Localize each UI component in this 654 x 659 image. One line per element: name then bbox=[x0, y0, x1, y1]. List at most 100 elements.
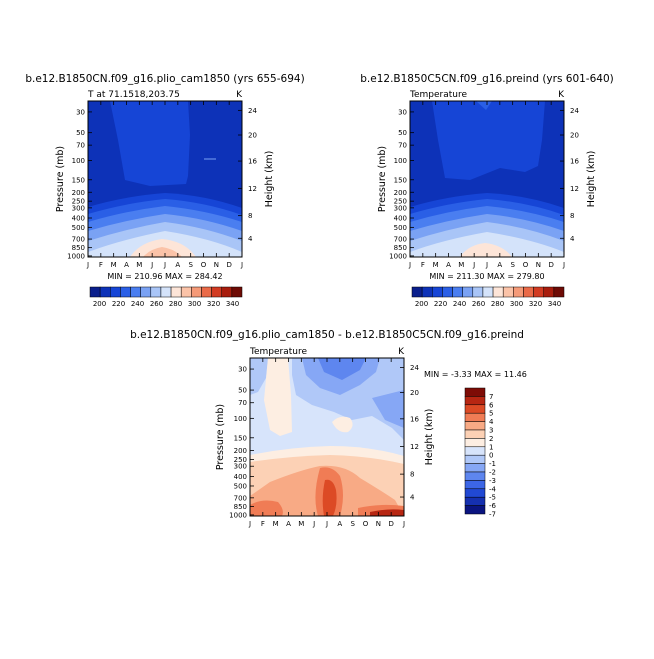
y-tick-label: 100 bbox=[234, 415, 247, 423]
x-tick-label: J bbox=[240, 261, 243, 269]
colorbar-swatch bbox=[464, 463, 486, 473]
x-tick-label: M bbox=[136, 261, 142, 269]
colorbar-swatch bbox=[464, 505, 486, 515]
y2-tick-label: 16 bbox=[248, 158, 257, 166]
colorbar-label: 0 bbox=[489, 452, 493, 460]
y2-tick-label: 24 bbox=[570, 107, 579, 115]
y-tick-label: 100 bbox=[394, 157, 407, 165]
colorbar: 200 220 240 260 280 300 320 340 bbox=[411, 286, 565, 308]
colorbar-swatch bbox=[211, 286, 222, 298]
x-tick-label: M bbox=[298, 520, 304, 528]
colorbar-swatch bbox=[543, 286, 555, 298]
colorbar-swatch bbox=[191, 286, 202, 298]
colorbar-swatch bbox=[140, 286, 152, 298]
colorbar-label: 280 bbox=[491, 300, 504, 308]
contour-band bbox=[110, 101, 190, 186]
colorbar-label: 3 bbox=[489, 427, 493, 435]
panel-left-label: Temperature bbox=[409, 90, 467, 100]
y-tick-label: 150 bbox=[234, 434, 247, 442]
panel-title: b.e12.B1850CN.f09_g16.plio_cam1850 - b.e… bbox=[130, 329, 524, 341]
contour-band bbox=[318, 358, 366, 380]
stats-text: MIN = 211.30 MAX = 279.80 bbox=[429, 272, 544, 281]
y-axis-label: Pressure (mb) bbox=[215, 404, 226, 470]
contour-field bbox=[410, 101, 564, 257]
panel-plio: b.e12.B1850CN.f09_g16.plio_cam1850 (yrs … bbox=[25, 73, 304, 308]
y2-tick-label: 4 bbox=[570, 235, 575, 243]
colorbar-swatch bbox=[464, 480, 486, 490]
y-tick-label: 200 bbox=[394, 189, 407, 197]
y2-tick-label: 8 bbox=[248, 212, 252, 220]
colorbar-swatch bbox=[150, 286, 162, 298]
colorbar-label: 200 bbox=[415, 300, 428, 308]
contour-band bbox=[322, 479, 337, 516]
colorbar-label: 280 bbox=[169, 300, 182, 308]
y-tick-label: 700 bbox=[234, 494, 247, 502]
colorbar-swatch bbox=[464, 429, 486, 439]
x-tick-label: M bbox=[111, 261, 117, 269]
x-tick-label: A bbox=[446, 261, 451, 269]
y2-tick-label: 12 bbox=[410, 443, 419, 451]
y2-axis-label: Height (km) bbox=[424, 409, 435, 466]
y2-tick-label: 12 bbox=[570, 185, 579, 193]
colorbar-label: -2 bbox=[489, 469, 496, 477]
x-tick-label: J bbox=[472, 261, 475, 269]
colorbar-swatch bbox=[464, 404, 486, 414]
colorbar-label: 220 bbox=[112, 300, 125, 308]
y-tick-label: 30 bbox=[398, 108, 407, 116]
x-tick-label: J bbox=[86, 261, 89, 269]
colorbar-swatch bbox=[432, 286, 443, 298]
x-tick-label: N bbox=[214, 261, 219, 269]
x-tick-label: D bbox=[548, 261, 553, 269]
colorbar-label: 340 bbox=[548, 300, 561, 308]
x-tick-label: S bbox=[350, 520, 355, 528]
contour-band bbox=[460, 243, 512, 257]
x-tick-label: D bbox=[388, 520, 393, 528]
x-tick-label: M bbox=[458, 261, 464, 269]
colorbar-label: 320 bbox=[207, 300, 220, 308]
x-tick-label: M bbox=[433, 261, 439, 269]
y2-tick-label: 8 bbox=[410, 471, 414, 479]
y-tick-label: 700 bbox=[394, 236, 407, 244]
y-tick-label: 400 bbox=[72, 215, 85, 223]
y2-tick-label: 20 bbox=[248, 132, 257, 140]
y-tick-label: 250 bbox=[72, 198, 85, 206]
x-tick-label: O bbox=[363, 520, 369, 528]
colorbar-swatch bbox=[110, 286, 121, 298]
panel-left-label: T at 71.1518,203.75 bbox=[87, 90, 180, 100]
y-tick-label: 70 bbox=[398, 142, 407, 150]
colorbar-swatch bbox=[464, 471, 486, 481]
colorbar-label: 2 bbox=[489, 435, 493, 443]
y-tick-label: 70 bbox=[76, 142, 85, 150]
y2-tick-label: 8 bbox=[570, 212, 574, 220]
contour-band bbox=[372, 390, 404, 428]
y-tick-label: 850 bbox=[72, 244, 85, 252]
y2-tick-label: 24 bbox=[248, 107, 257, 115]
colorbar-swatch bbox=[411, 286, 423, 298]
y2-tick-label: 20 bbox=[410, 389, 419, 397]
x-tick-label: A bbox=[124, 261, 129, 269]
panel-right-label: K bbox=[398, 347, 405, 357]
colorbar-swatch bbox=[160, 286, 172, 298]
stats-text: MIN = 210.96 MAX = 284.42 bbox=[107, 272, 222, 281]
x-tick-label: F bbox=[261, 520, 265, 528]
panel-right-label: K bbox=[558, 90, 565, 100]
x-tick-label: F bbox=[421, 261, 425, 269]
x-tick-label: J bbox=[325, 520, 328, 528]
y-tick-label: 250 bbox=[234, 456, 247, 464]
colorbar-swatch bbox=[462, 286, 474, 298]
y-tick-label: 70 bbox=[238, 399, 247, 407]
x-tick-label: N bbox=[376, 520, 381, 528]
colorbar-label: -1 bbox=[489, 460, 496, 468]
colorbar-swatch bbox=[201, 286, 212, 298]
colorbar-label: 260 bbox=[150, 300, 163, 308]
contour-band bbox=[143, 247, 182, 257]
contour-band bbox=[264, 358, 292, 436]
axes-frame: J F M A M J J A S O N D J305070100150200250300400500… bbox=[389, 100, 579, 269]
contour-field bbox=[250, 358, 404, 516]
colorbar-swatch bbox=[464, 421, 486, 431]
colorbar-swatch bbox=[180, 286, 192, 298]
x-tick-label: A bbox=[337, 520, 342, 528]
y2-axis-label: Height (km) bbox=[264, 151, 275, 208]
colorbar-label: 340 bbox=[226, 300, 239, 308]
colorbar-swatch bbox=[492, 286, 504, 298]
